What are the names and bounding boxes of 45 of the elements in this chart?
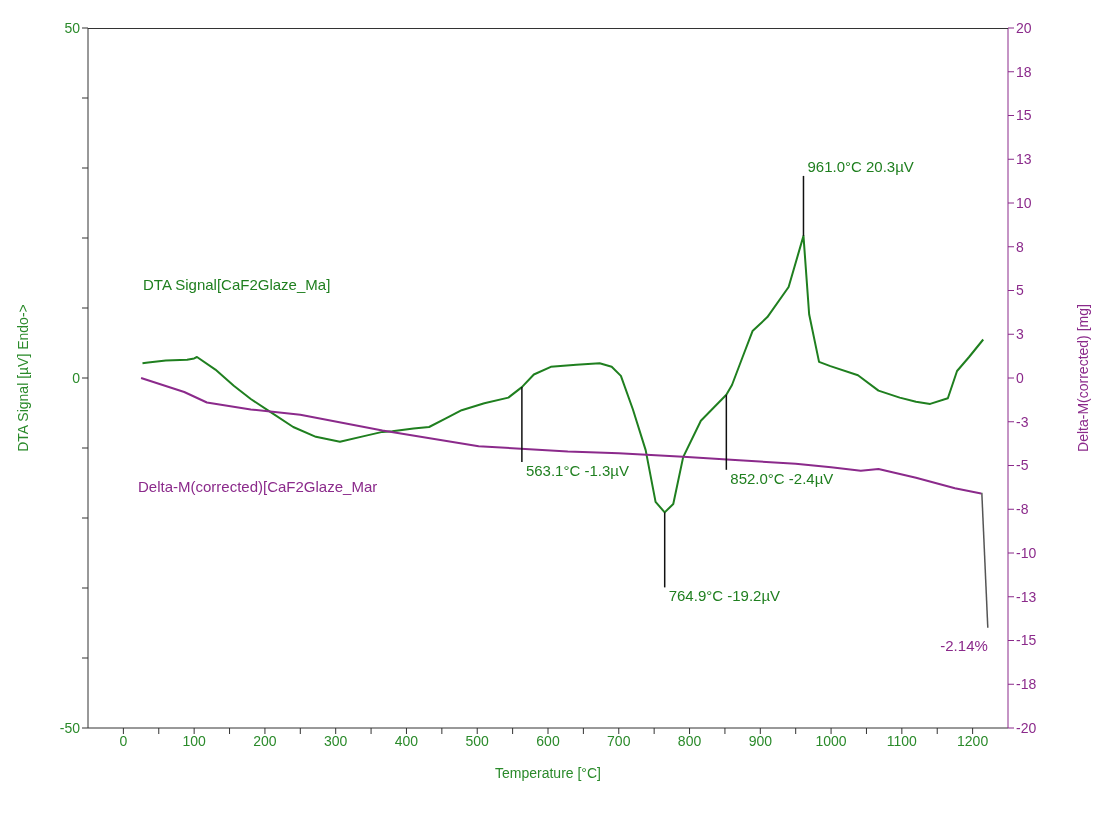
annotation: 961.0°C 20.3µV [807,157,914,175]
x-tick-label: 1000 [815,732,847,749]
y2-tick-label: 15 [1016,107,1032,124]
line-series [140,377,983,495]
text: DTA Signal[CaF2Glaze_Ma] [143,276,331,293]
y2-tick-label: -5 [1016,457,1029,474]
x-tick-label: 1100 [886,732,918,749]
text: Delta-M(corrected)[CaF2Glaze_Mar [138,478,378,495]
x-tick-label: 600 [536,732,560,749]
y2-tick-label: -8 [1016,501,1029,518]
annotation: 764.9°C -19.2µV [668,587,781,605]
annotation: -2.14% [940,636,988,654]
y2-tick-label: 8 [1016,238,1024,255]
y2-tick-label: -3 [1016,413,1029,430]
x-tick-label: 500 [465,732,490,749]
y2-tick-label: -15 [1016,632,1037,649]
y2-tick-label: 20 [1016,19,1032,36]
y2-tick-label: -10 [1016,544,1037,561]
x-tick-label: 1200 [957,732,989,749]
y2-tick-label: 0 [1016,369,1024,386]
x-axis-title: Temperature [°C] [495,765,601,781]
y2-tick-label: 10 [1016,194,1032,211]
x-tick-label: 0 [119,732,128,749]
y-tick-label: -50 [59,719,81,736]
y-tick-label: 50 [64,19,81,36]
y2-axis-title: Delta-M(corrected) [mg] [1074,304,1091,452]
x-tick-label: 400 [394,732,419,749]
y2-tick-label: -18 [1016,676,1037,693]
x-tick-label: 300 [324,732,348,749]
annotation: 563.1°C -1.3µV [525,462,629,480]
x-tick-label: 200 [253,732,277,749]
y2-tick-label: 3 [1016,326,1024,343]
x-tick-label: 800 [677,732,702,749]
y2-tick-label: 5 [1016,282,1024,299]
y2-tick-label: -20 [1016,719,1037,736]
x-tick-label: 700 [607,732,631,749]
x-tick-label: 900 [748,732,773,749]
y2-tick-label: 18 [1016,63,1032,80]
y-tick-label: 0 [72,369,81,386]
line-series [141,234,985,514]
annotation: 852.0°C -2.4µV [730,469,834,487]
y2-tick-label: -13 [1016,588,1037,605]
x-tick-label: 100 [182,732,207,749]
y2-tick-label: 13 [1016,151,1032,168]
y-axis-title: DTA Signal [µV] Endo-> [14,304,31,452]
